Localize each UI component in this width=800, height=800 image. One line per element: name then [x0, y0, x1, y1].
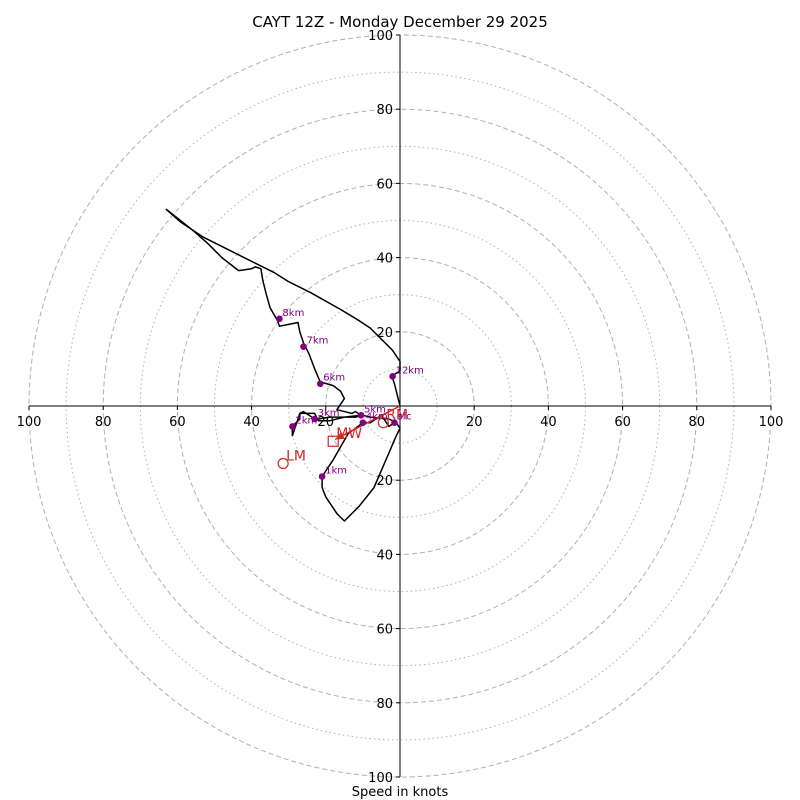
height-label-2km: 2km	[295, 415, 317, 426]
x-tick-label: 100	[17, 415, 42, 430]
axis-ticks: 100 80 60 40 20 20 40 60 80 100100806040202040608…	[17, 29, 784, 786]
height-label-1km: 1km	[325, 465, 347, 476]
y-tick-label: 40	[376, 548, 393, 563]
height-label-6km: 6km	[323, 373, 345, 384]
height-marker-7km	[300, 343, 307, 350]
height-marker-4km	[359, 419, 367, 426]
y-tick-label: 60	[376, 623, 393, 638]
y-tick-label: 100	[368, 771, 393, 786]
motion-label-rm: RM	[386, 408, 408, 424]
height-label-8km: 8km	[282, 308, 304, 319]
x-axis-label: Speed in knots	[352, 785, 449, 800]
storm-motion-vector	[334, 405, 401, 441]
x-tick-label: 60	[614, 415, 631, 430]
height-marker-12km	[389, 373, 396, 380]
motion-label-mw: MW	[336, 426, 362, 442]
motion-marker-rm	[377, 417, 389, 429]
motion-label-lm: LM	[286, 449, 306, 465]
storm-motion-arrowhead	[335, 431, 345, 440]
y-tick-label: 80	[376, 103, 393, 118]
height-marker-8km	[276, 315, 283, 323]
height-marker-3km	[311, 415, 318, 423]
y-tick-label: 40	[376, 252, 393, 267]
x-tick-label: 20	[466, 415, 483, 430]
y-tick-label: 100	[368, 29, 393, 44]
x-tick-label: 60	[169, 415, 186, 430]
height-marker-1km	[318, 473, 326, 480]
height-label-sfc: sfc	[397, 412, 411, 423]
hodograph-trace	[165, 208, 401, 522]
height-label-5km: 5km	[364, 404, 386, 415]
height-marker-5km	[357, 411, 365, 419]
chart-title: CAYT 12Z - Monday December 29 2025	[252, 13, 548, 31]
x-tick-label: 80	[95, 415, 112, 430]
y-tick-label: 80	[376, 697, 393, 712]
height-label-7km: 7km	[307, 336, 329, 347]
storm-motion-vector-layer	[334, 405, 401, 441]
height-label-4km: 4km	[366, 412, 388, 423]
height-marker-2km	[289, 423, 296, 430]
x-tick-label: 40	[540, 415, 557, 430]
motion-marker-mw	[327, 435, 339, 447]
y-tick-label: 60	[376, 177, 393, 192]
x-tick-label: 80	[689, 415, 706, 430]
y-tick-label: 20	[376, 474, 393, 489]
height-marker-sfc	[391, 419, 398, 426]
x-tick-label: 100	[759, 415, 784, 430]
storm-motion-markers: RM LM MW	[277, 408, 408, 470]
motion-marker-lm	[277, 457, 289, 470]
x-tick-label: 40	[243, 415, 260, 430]
height-label-12km: 12km	[396, 365, 424, 376]
y-tick-label: 20	[376, 326, 393, 341]
height-marker-6km	[316, 380, 324, 388]
height-label-3km: 3km	[318, 408, 340, 419]
hodograph-trace-layer	[165, 208, 401, 522]
